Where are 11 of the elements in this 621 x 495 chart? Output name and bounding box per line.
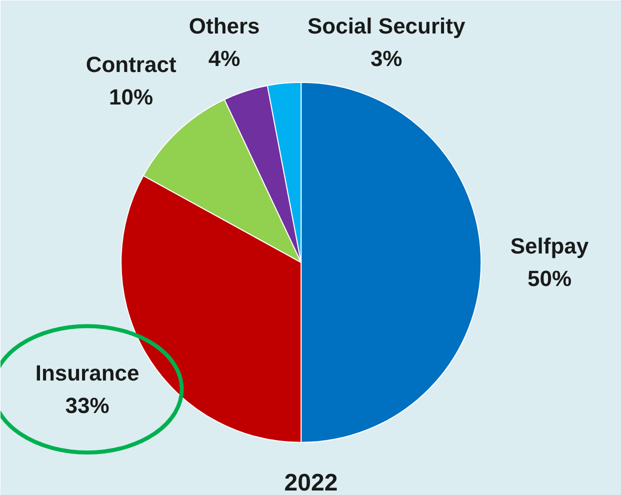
slice-label: Insurance [35, 360, 140, 386]
data-label: 50% [527, 266, 572, 292]
data-label: 4% [208, 46, 240, 71]
text: 2022 [284, 470, 338, 495]
data-label: 3% [370, 46, 402, 71]
data-label: 10% [109, 84, 154, 110]
slice-label: Selfpay [510, 234, 590, 259]
slice-label: Others [188, 13, 260, 38]
slice-label: Contract [86, 52, 177, 77]
data-label: 33% [65, 393, 110, 418]
slice-label: Social Security [307, 13, 466, 38]
